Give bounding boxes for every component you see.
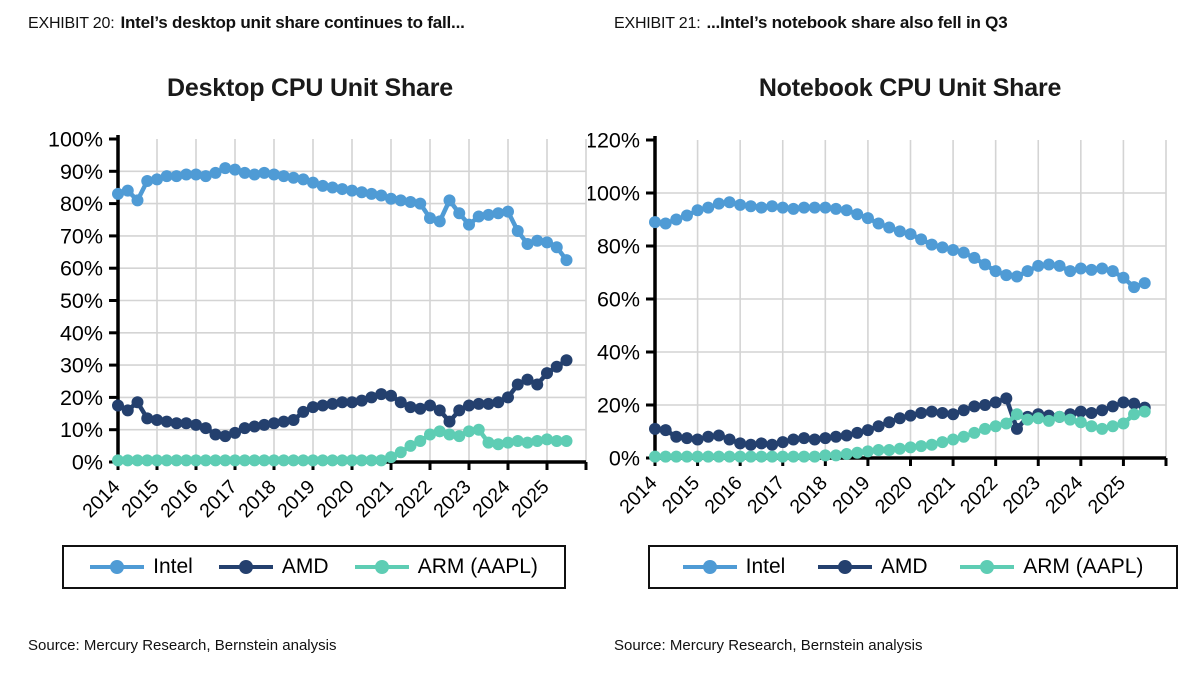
- x-tick-label: 2016: [156, 476, 202, 522]
- x-tick-label: 2018: [786, 472, 832, 518]
- x-tick-label: 2014: [615, 472, 661, 518]
- exhibit-21-headline: ...Intel’s notebook share also fell in Q…: [706, 13, 1008, 32]
- legend-item-arm: ARM (AAPL): [354, 555, 538, 579]
- intel-line-marker: [90, 560, 145, 574]
- x-tick-label: 2015: [658, 472, 704, 518]
- exhibit-20-header: EXHIBIT 20: Intel’s desktop unit share co…: [28, 13, 465, 33]
- legend-item-intel: Intel: [90, 555, 193, 579]
- y-tick-label: 80%: [597, 235, 640, 259]
- y-tick-label: 90%: [60, 160, 103, 184]
- x-tick-label: 2019: [828, 472, 874, 518]
- y-tick-label: 80%: [60, 192, 103, 216]
- series-intel: [112, 162, 573, 267]
- x-tick-label: 2023: [429, 476, 475, 522]
- y-tick-label: 120%: [588, 129, 640, 153]
- y-tick-label: 40%: [597, 341, 640, 365]
- y-tick-label: 60%: [60, 257, 103, 281]
- desktop-cpu-unit-share-chart: 100%90%80%70%60%50%40%30%20%10%0%2014201…: [48, 128, 588, 522]
- x-tick-label: 2022: [956, 472, 1002, 518]
- x-tick-label: 2015: [117, 476, 163, 522]
- y-tick-label: 70%: [60, 224, 103, 248]
- exhibit-21-label: EXHIBIT 21:: [614, 15, 701, 32]
- legend-label-intel: Intel: [745, 555, 786, 578]
- desktop-chart-title: Desktop CPU Unit Share: [167, 74, 453, 102]
- notebook-cpu-unit-share-chart: 120%100%80%60%40%20%0%201420152016201720…: [588, 129, 1168, 518]
- x-tick-label: 2017: [195, 476, 241, 522]
- notebook-chart-title: Notebook CPU Unit Share: [758, 74, 1062, 102]
- series-intel: [649, 196, 1151, 294]
- exhibit-21-header: EXHIBIT 21: ...Intel’s notebook share als…: [614, 13, 1008, 33]
- x-tick-label: 2024: [468, 476, 514, 522]
- x-tick-label: 2014: [78, 476, 124, 522]
- x-tick-label: 2019: [273, 476, 319, 522]
- legend-item-amd: AMD: [817, 555, 928, 579]
- desktop-source-note: Source: Mercury Research, Bernstein anal…: [28, 637, 337, 654]
- notebook-legend: Intel AMD ARM (AAPL): [648, 545, 1178, 589]
- x-tick-label: 2022: [390, 476, 436, 522]
- arm-line-marker: [354, 560, 409, 574]
- legend-label-arm: ARM (AAPL): [1023, 555, 1144, 578]
- legend-item-arm: ARM (AAPL): [960, 555, 1143, 579]
- y-tick-label: 0%: [72, 451, 103, 475]
- exhibit-20-label: EXHIBIT 20:: [28, 15, 115, 32]
- y-tick-label: 20%: [60, 386, 103, 410]
- x-tick-label: 2018: [234, 476, 280, 522]
- y-tick-label: 60%: [597, 288, 640, 312]
- amd-line-marker: [817, 560, 872, 574]
- series-arm-aapl-: [112, 423, 573, 467]
- legend-label-arm: ARM (AAPL): [417, 555, 538, 578]
- x-tick-label: 2021: [351, 476, 397, 522]
- y-tick-label: 50%: [60, 289, 103, 313]
- x-tick-label: 2023: [999, 472, 1045, 518]
- legend-item-amd: AMD: [218, 555, 329, 579]
- x-tick-label: 2024: [1041, 472, 1087, 518]
- amd-line-marker: [218, 560, 273, 574]
- x-tick-label: 2020: [871, 472, 917, 518]
- gridlines: [118, 139, 587, 462]
- exhibit-20-headline: Intel’s desktop unit share continues to …: [120, 13, 465, 32]
- legend-label-amd: AMD: [281, 555, 329, 578]
- series-arm-aapl-: [649, 405, 1151, 463]
- y-tick-label: 0%: [609, 447, 640, 471]
- arm-line-marker: [960, 560, 1015, 574]
- legend-item-intel: Intel: [682, 555, 786, 579]
- x-tick-label: 2017: [743, 472, 789, 518]
- y-tick-label: 20%: [597, 394, 640, 418]
- y-tick-label: 10%: [60, 418, 103, 442]
- x-tick-label: 2021: [913, 472, 959, 518]
- x-tick-label: 2025: [507, 476, 553, 522]
- x-tick-label: 2016: [700, 472, 746, 518]
- desktop-legend: Intel AMD ARM (AAPL): [62, 545, 566, 589]
- intel-line-marker: [682, 560, 737, 574]
- notebook-source-note: Source: Mercury Research, Bernstein anal…: [614, 637, 923, 654]
- x-tick-label: 2020: [312, 476, 358, 522]
- series-amd: [112, 354, 573, 443]
- legend-label-amd: AMD: [880, 555, 928, 578]
- y-tick-label: 100%: [48, 128, 103, 152]
- gridlines: [655, 140, 1167, 458]
- x-tick-label: 2025: [1084, 472, 1130, 518]
- y-tick-label: 30%: [60, 354, 103, 378]
- legend-label-intel: Intel: [153, 555, 193, 578]
- y-tick-label: 40%: [60, 321, 103, 345]
- y-tick-label: 100%: [588, 182, 640, 206]
